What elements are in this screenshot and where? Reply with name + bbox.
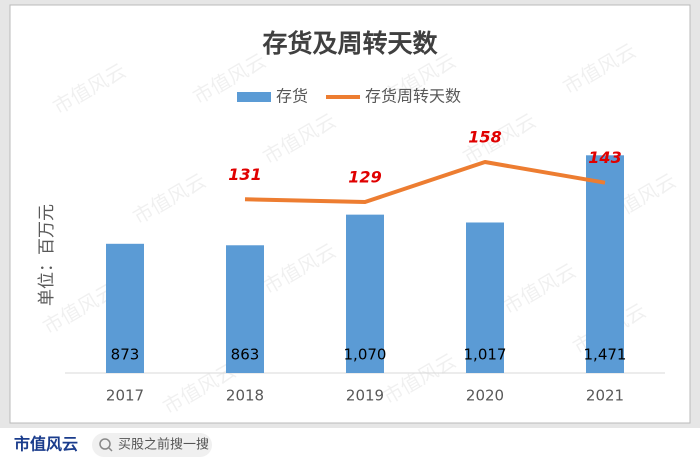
search-box[interactable]	[92, 433, 212, 457]
legend-label: 存货	[276, 87, 308, 106]
bar-value-label: 1,471	[584, 346, 627, 364]
legend-label: 存货周转天数	[365, 87, 461, 106]
line-value-label: 143	[588, 148, 621, 167]
bar	[586, 155, 624, 373]
bar-value-label: 873	[111, 346, 140, 364]
search-icon-handle	[108, 447, 113, 452]
footer-brand: 市值风云	[14, 435, 78, 454]
x-tick-label: 2021	[586, 387, 624, 405]
bar	[346, 214, 384, 373]
line-value-label: 158	[468, 128, 501, 147]
x-tick-label: 2018	[226, 387, 264, 405]
chart-title: 存货及周转天数	[262, 29, 438, 58]
x-tick-label: 2019	[346, 387, 384, 405]
line-value-label: 129	[348, 168, 381, 187]
x-tick-label: 2020	[466, 387, 504, 405]
line	[244, 160, 606, 205]
search-icon	[99, 438, 111, 450]
bar	[106, 243, 144, 373]
search-text[interactable]: 买股之前搜一搜	[118, 437, 209, 453]
line-value-label: 131	[228, 165, 261, 184]
legend-swatch	[237, 92, 271, 102]
bar-value-label: 1,070	[344, 346, 387, 364]
y-axis-label: 单位：百万元	[37, 204, 57, 306]
bar	[466, 222, 504, 373]
bar	[226, 245, 264, 373]
bar-value-label: 1,017	[464, 346, 507, 364]
x-tick-label: 2017	[106, 387, 144, 405]
bar-value-label: 863	[231, 346, 260, 364]
